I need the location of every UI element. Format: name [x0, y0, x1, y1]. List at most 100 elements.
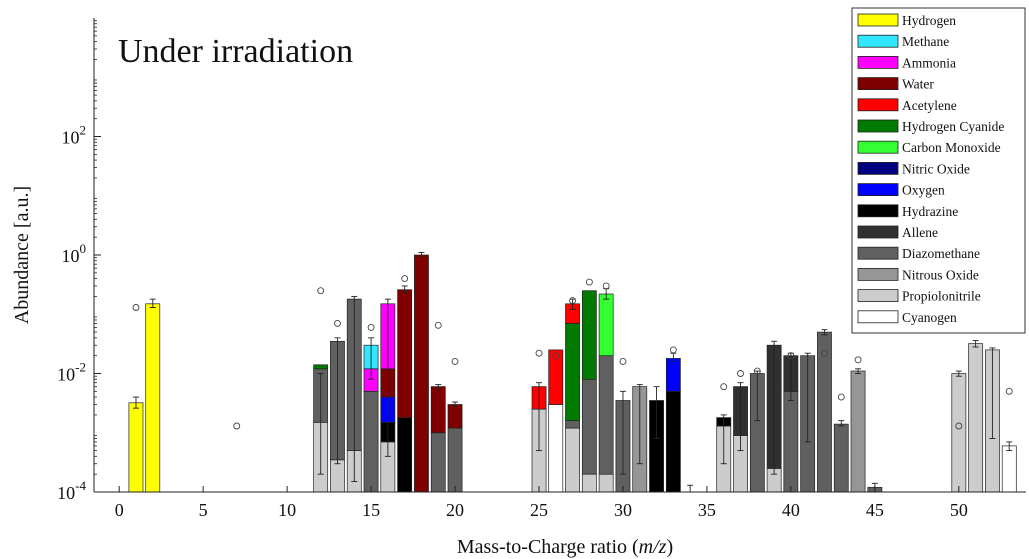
marker-circle-40	[787, 352, 795, 360]
bar-28-diazomethane	[581, 378, 597, 475]
marker-circle-25	[535, 349, 543, 357]
y-tick-label-2: 102	[62, 123, 87, 148]
bar-28-hydrogen-cyanide	[581, 290, 597, 380]
bar-43-diazomethane	[833, 423, 849, 493]
y-tick-label--2: 10-2	[57, 360, 86, 385]
legend-swatch-oxygen	[857, 183, 899, 197]
marker-circle-27	[569, 297, 577, 305]
legend-label-hydrogen-cyanide: Hydrogen Cyanide	[902, 119, 1004, 134]
y-axis-title: Abundance [a.u.]	[11, 186, 33, 324]
legend-label-propiolonitrile: Propiolonitrile	[902, 289, 981, 304]
marker-circle-19	[434, 321, 442, 329]
bar-27-diazomethane	[565, 420, 580, 429]
bar-29-diazomethane	[598, 355, 614, 475]
bar-28-propiolonitrile	[581, 473, 597, 493]
legend-swatch-allene	[857, 225, 899, 239]
marker-circle-7	[233, 422, 241, 430]
marker-circle-17	[401, 275, 409, 283]
bar-1-hydrogen	[128, 402, 144, 493]
chart-title: Under irradiation	[118, 33, 353, 70]
legend-swatch-water	[857, 77, 899, 90]
x-tick-labels: 0 5 10 15 20 25 30 35 40 45 50	[115, 486, 968, 520]
legend-label-water: Water	[902, 77, 934, 92]
bar-50-propiolonitrile	[951, 373, 967, 493]
marker-circle-1	[132, 304, 140, 311]
bar-13-propiolonitrile	[330, 459, 345, 493]
legend-swatch-nitrous-oxide	[857, 267, 899, 281]
bar-44-nitrous-oxide	[850, 370, 866, 493]
legend-label-allene: Allene	[902, 225, 938, 240]
x-tick-label-25: 25	[530, 500, 548, 520]
legend-swatch-cyanogen	[857, 310, 899, 324]
marker-circle-53	[1005, 387, 1013, 395]
legend-label-ammonia: Ammonia	[902, 55, 956, 70]
legend-label-carbon-monoxide: Carbon Monoxide	[902, 140, 1001, 155]
marker-circle-29	[602, 282, 610, 290]
x-tick-label-10: 10	[278, 500, 296, 520]
bar-17-water	[397, 289, 413, 419]
bar-2-hydrogen	[145, 303, 161, 493]
marker-circle-42	[821, 349, 828, 357]
bar-33-hydrazine	[665, 390, 681, 493]
x-tick-label-50: 50	[950, 500, 968, 520]
bar-17-hydrazine	[397, 417, 413, 493]
legend-swatch-hydrazine	[857, 204, 899, 218]
marker-circle-26	[552, 352, 560, 360]
bar-26-cyanogen	[548, 404, 564, 493]
marker-circle-12	[317, 287, 325, 295]
legend-swatch-propiolonitrile	[857, 289, 899, 303]
legend-label-methane: Methane	[902, 34, 949, 49]
marker-circle-37	[737, 370, 744, 377]
marker-circle-38	[753, 367, 761, 375]
marker-circles-layer	[132, 275, 1013, 430]
x-tick-label-45: 45	[866, 500, 884, 520]
bar-53-cyanogen	[1001, 445, 1017, 493]
marker-circle-44	[854, 356, 862, 364]
legend-swatch-diazomethane	[857, 246, 899, 260]
marker-circle-20	[451, 357, 459, 365]
bar-19-water	[430, 386, 446, 434]
bar-40-diazomethane	[783, 390, 799, 493]
legend-label-nitrous-oxide: Nitrous Oxide	[902, 267, 979, 282]
bar-15-diazomethane	[363, 390, 379, 493]
x-tick-label-20: 20	[446, 500, 464, 520]
y-tick-label-0: 100	[62, 241, 87, 266]
x-tick-label-40: 40	[782, 500, 800, 520]
marker-circle-43	[837, 393, 845, 401]
legend-label-diazomethane: Diazomethane	[902, 246, 980, 261]
legend: Hydrogen Methane Ammonia Water Acetylene Hydr…	[851, 7, 1026, 334]
legend-label-acetylene: Acetylene	[902, 98, 957, 113]
legend-label-nitric-oxide: Nitric Oxide	[902, 161, 970, 176]
bar-29-carbon-monoxide	[598, 293, 614, 357]
bar-27-propiolonitrile	[565, 427, 580, 493]
legend-swatch-ammonia	[857, 56, 899, 69]
x-tick-label-5: 5	[199, 500, 208, 520]
bar-26-acetylene	[548, 349, 564, 405]
legend-label-hydrogen: Hydrogen	[902, 13, 956, 28]
x-axis-title: Mass-to-Charge ratio (m/z)	[457, 536, 673, 558]
marker-circle-33	[669, 346, 677, 354]
bar-27-hydrogen-cyanide	[565, 323, 580, 421]
bar-18-water	[414, 254, 429, 493]
x-tick-label-15: 15	[362, 500, 380, 520]
legend-swatch-carbon-monoxide	[857, 140, 899, 154]
legend-swatch-hydrogen-cyanide	[857, 119, 899, 133]
legend-label-oxygen: Oxygen	[902, 183, 945, 198]
legend-swatch-methane	[857, 34, 899, 48]
x-tick-label-35: 35	[698, 500, 716, 520]
legend-label-cyanogen: Cyanogen	[902, 310, 957, 325]
marker-circle-28	[585, 278, 593, 286]
legend-swatch-hydrogen	[857, 13, 899, 27]
marker-circle-50	[955, 422, 963, 430]
y-tick-labels: 10-4 10-2 100 102	[57, 20, 101, 503]
bar-12-hydrogen-cyanide	[313, 364, 329, 370]
y-tick-label--4: 10-4	[57, 478, 86, 503]
bar-19-diazomethane	[430, 432, 446, 493]
legend-label-hydrazine: Hydrazine	[902, 204, 958, 219]
bar-20-water	[447, 404, 463, 429]
marker-circle-13	[334, 319, 341, 327]
x-tick-label-30: 30	[614, 500, 632, 520]
bar-29-propiolonitrile	[598, 473, 614, 493]
x-tick-label-0: 0	[115, 500, 124, 520]
